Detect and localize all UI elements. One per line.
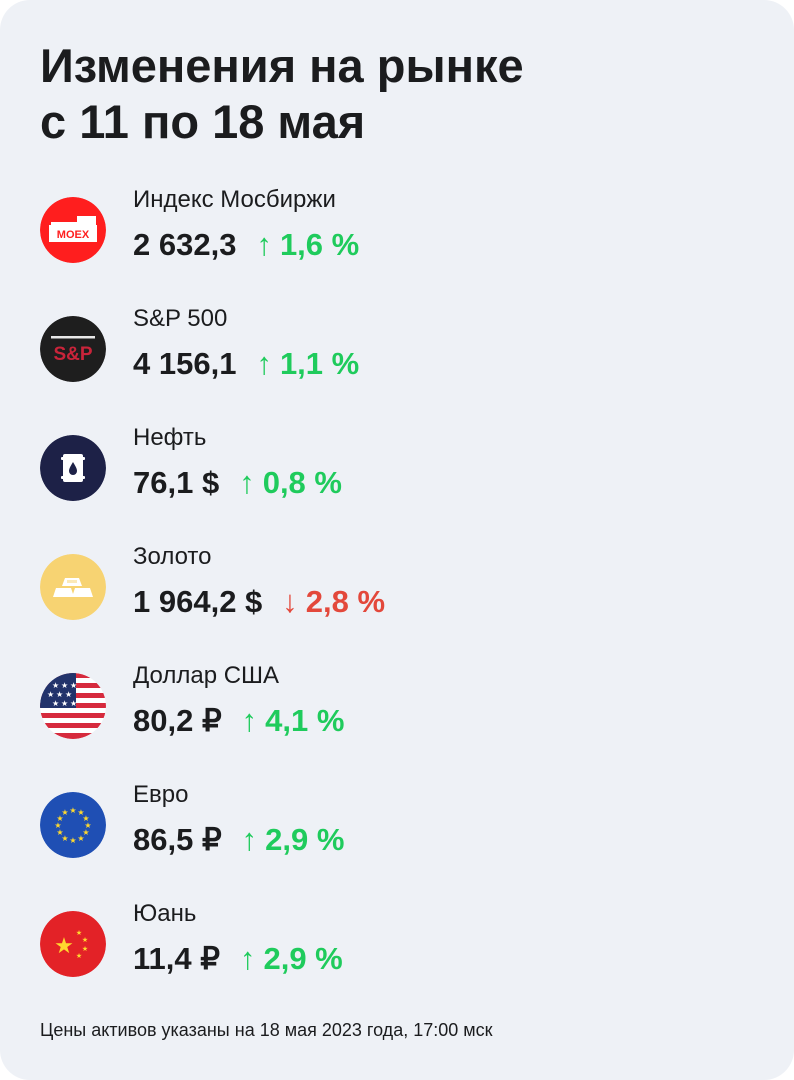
svg-text:★: ★ [61, 834, 68, 843]
asset-value: 4 156,1 [133, 346, 237, 381]
asset-change: ↑ 2,9 % [240, 941, 343, 976]
asset-change-value: 2,9 % [265, 822, 345, 857]
title-line-1: Изменения на рынке [40, 39, 524, 92]
asset-quote: 86,5 ₽ ↑ 2,9 % [133, 821, 344, 859]
asset-change-value: 0,8 % [262, 465, 342, 500]
svg-text:★: ★ [52, 699, 59, 708]
title-line-2: с 11 по 18 мая [40, 95, 366, 148]
svg-text:★: ★ [76, 929, 82, 937]
asset-name: Евро [133, 781, 189, 808]
asset-value: 1 964,2 $ [133, 584, 263, 619]
asset-name: Золото [133, 543, 212, 570]
svg-text:★: ★ [82, 936, 88, 944]
asset-quote: 1 964,2 $ ↓ 2,8 % [133, 583, 385, 621]
asset-cny: ★ ★ ★ ★ ★ Юань 11,4 ₽ ↑ 2,9 % [40, 900, 740, 1010]
arrow-up-icon: ↑ [256, 346, 272, 381]
arrow-up-icon: ↑ [241, 703, 258, 738]
arrow-up-icon: ↑ [239, 941, 256, 976]
asset-value: 76,1 $ [133, 465, 220, 500]
asset-quote: 11,4 ₽ ↑ 2,9 % [133, 940, 343, 978]
asset-value: 80,2 ₽ [133, 703, 222, 738]
asset-name: Доллар США [133, 662, 280, 689]
asset-sp500: S&P S&P 500 4 156,1 ↑ 1,1 % [40, 305, 740, 415]
svg-text:★: ★ [54, 821, 61, 830]
asset-quote: 80,2 ₽ ↑ 4,1 % [133, 702, 344, 740]
asset-change: ↑ 1,6 % [256, 227, 359, 262]
svg-text:★: ★ [47, 690, 54, 699]
sp500-icon: S&P [40, 316, 106, 382]
china-flag-icon: ★ ★ ★ ★ ★ [40, 911, 106, 977]
svg-text:★: ★ [56, 828, 63, 837]
arrow-up-icon: ↑ [239, 465, 255, 500]
asset-oil: Нефть 76,1 $ ↑ 0,8 % [40, 424, 740, 534]
asset-name: S&P 500 [133, 305, 228, 332]
svg-text:★: ★ [84, 821, 91, 830]
svg-text:★: ★ [70, 681, 77, 690]
asset-moex: MOEX Индекс Мосбиржи 2 632,3 ↑ 1,6 % [40, 186, 740, 296]
asset-value: 11,4 ₽ [133, 941, 220, 976]
svg-text:★: ★ [61, 808, 68, 817]
svg-text:★: ★ [54, 934, 74, 959]
asset-change: ↑ 1,1 % [256, 346, 359, 381]
svg-text:★: ★ [61, 699, 68, 708]
asset-name: Нефть [133, 424, 207, 451]
arrow-up-icon: ↑ [256, 227, 272, 262]
svg-text:★: ★ [52, 681, 59, 690]
asset-change-value: 1,1 % [279, 346, 360, 381]
us-flag-icon: ★ ★ ★ ★ ★ ★ ★ ★ ★ [40, 673, 106, 739]
svg-text:★: ★ [69, 806, 76, 815]
asset-name: Индекс Мосбиржи [133, 186, 336, 213]
svg-text:★: ★ [56, 690, 63, 699]
asset-usd: ★ ★ ★ ★ ★ ★ ★ ★ ★ Доллар США 80,2 ₽ ↑ 4,1 % [40, 662, 740, 772]
svg-text:MOEX: MOEX [57, 229, 90, 241]
svg-text:★: ★ [82, 828, 89, 837]
asset-change-value: 2,8 % [305, 584, 386, 619]
moex-icon: MOEX [40, 197, 106, 263]
asset-quote: 76,1 $ ↑ 0,8 % [133, 464, 342, 502]
footnote: Цены активов указаны на 18 мая 2023 года… [40, 1020, 493, 1040]
svg-text:★: ★ [61, 681, 68, 690]
arrow-down-icon: ↓ [282, 584, 298, 619]
svg-text:★: ★ [69, 836, 76, 845]
svg-text:★: ★ [77, 834, 84, 843]
svg-text:★: ★ [82, 945, 88, 953]
svg-text:★: ★ [70, 699, 77, 708]
arrow-up-icon: ↑ [241, 822, 258, 857]
oil-barrel-icon [40, 435, 106, 501]
asset-value: 2 632,3 [133, 227, 237, 262]
svg-text:★: ★ [76, 952, 82, 960]
asset-change: ↑ 2,9 % [242, 822, 345, 857]
asset-change-value: 1,6 % [279, 227, 360, 262]
svg-text:★: ★ [56, 814, 63, 823]
gold-bar-icon [40, 554, 106, 620]
svg-text:★: ★ [82, 814, 89, 823]
asset-quote: 2 632,3 ↑ 1,6 % [133, 226, 359, 264]
asset-change: ↑ 4,1 % [242, 703, 345, 738]
svg-text:S&P: S&P [53, 344, 92, 365]
svg-text:★: ★ [77, 808, 84, 817]
svg-text:★: ★ [65, 690, 72, 699]
asset-change: ↓ 2,8 % [282, 584, 385, 619]
asset-change: ↑ 0,8 % [239, 465, 342, 500]
asset-name: Юань [133, 900, 197, 927]
asset-value: 86,5 ₽ [133, 822, 222, 857]
page-title: Изменения на рынке с 11 по 18 мая [40, 38, 740, 150]
eu-flag-icon: ★ ★ ★ ★ ★ ★ ★ ★ ★ ★ ★ ★ [40, 792, 106, 858]
asset-eur: ★ ★ ★ ★ ★ ★ ★ ★ ★ ★ ★ ★ Евро 86,5 ₽ ↑ 2,9 … [40, 781, 740, 891]
asset-gold: Золото 1 964,2 $ ↓ 2,8 % [40, 543, 740, 653]
asset-change-value: 2,9 % [263, 941, 343, 976]
asset-change-value: 4,1 % [265, 703, 345, 738]
asset-quote: 4 156,1 ↑ 1,1 % [133, 345, 359, 383]
